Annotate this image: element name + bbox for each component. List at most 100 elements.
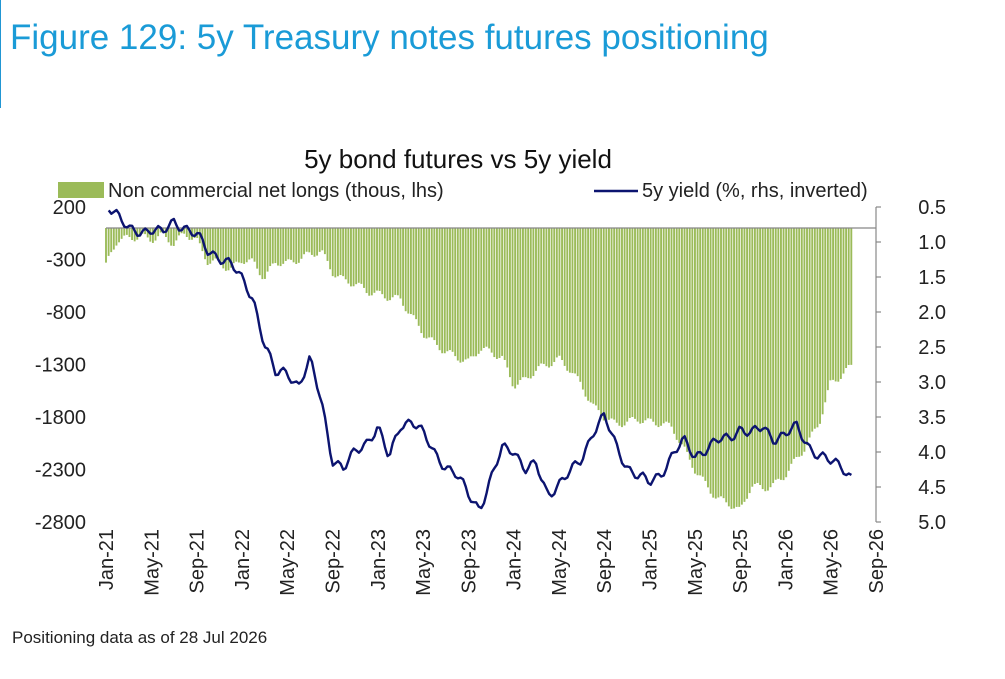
bar-mark xyxy=(709,228,712,494)
bar-mark xyxy=(256,228,259,269)
bar-mark xyxy=(608,228,610,420)
bar-mark xyxy=(514,228,517,389)
bar-mark xyxy=(548,228,550,368)
x-tick-label: May-25 xyxy=(685,529,707,596)
bar-mark xyxy=(769,228,772,488)
bar-mark xyxy=(714,228,717,499)
bar-mark xyxy=(683,228,686,447)
bar-mark xyxy=(553,228,556,362)
x-tick-label: May-26 xyxy=(821,529,843,596)
bar-mark xyxy=(743,228,746,502)
bar-series xyxy=(105,228,853,509)
bar-mark xyxy=(545,228,548,367)
bar-mark xyxy=(430,228,433,338)
right-tick-label: 3.5 xyxy=(918,407,946,429)
bar-mark xyxy=(821,228,824,415)
bar-mark xyxy=(107,228,110,256)
bar-mark xyxy=(396,228,399,296)
bar-mark xyxy=(125,228,128,235)
bar-mark xyxy=(581,228,584,390)
bar-mark xyxy=(428,228,431,338)
bar-mark xyxy=(696,228,699,476)
bar-mark xyxy=(323,228,326,255)
bar-mark xyxy=(751,228,754,487)
bar-mark xyxy=(232,228,235,264)
bar-mark xyxy=(258,228,261,276)
bar-mark xyxy=(691,228,694,468)
bar-mark xyxy=(157,228,160,237)
bar-mark xyxy=(808,228,811,438)
x-tick-label: Jan-24 xyxy=(504,529,526,590)
bar-mark xyxy=(373,228,376,293)
bar-mark xyxy=(759,228,762,485)
bar-mark xyxy=(485,228,488,347)
bar-mark xyxy=(707,228,709,488)
bar-mark xyxy=(842,228,845,374)
bar-mark xyxy=(381,228,384,295)
bar-mark xyxy=(138,228,141,236)
x-tick-label: Sep-22 xyxy=(323,529,345,594)
bar-mark xyxy=(368,228,371,296)
bar-mark xyxy=(342,228,345,277)
footnote: Positioning data as of 28 Jul 2026 xyxy=(12,628,268,647)
left-tick-label: 200 xyxy=(53,197,86,219)
bar-mark xyxy=(248,228,251,260)
right-tick-label: 2.5 xyxy=(918,337,946,359)
legend-label-line: 5y yield (%, rhs, inverted) xyxy=(642,180,868,202)
bar-mark xyxy=(336,228,339,277)
bar-mark xyxy=(634,228,636,419)
bar-mark xyxy=(120,228,123,239)
bar-mark xyxy=(782,228,785,481)
x-tick-label: Sep-26 xyxy=(866,529,888,594)
bar-mark xyxy=(449,228,451,351)
bar-mark xyxy=(438,228,441,351)
bar-mark xyxy=(151,228,154,243)
bar-mark xyxy=(266,228,269,272)
bar-mark xyxy=(837,228,840,382)
bar-mark xyxy=(785,228,788,478)
yield-line xyxy=(107,208,852,510)
bar-mark xyxy=(264,228,266,279)
bar-mark xyxy=(665,228,668,422)
bar-mark xyxy=(112,228,115,250)
bar-mark xyxy=(469,228,472,357)
bar-mark xyxy=(167,228,170,243)
bar-mark xyxy=(746,228,749,499)
axes xyxy=(106,206,881,523)
bar-mark xyxy=(422,228,425,338)
bar-mark xyxy=(535,228,537,371)
bar-mark xyxy=(657,228,660,428)
bar-mark xyxy=(128,228,131,238)
bar-mark xyxy=(378,228,381,291)
bar-mark xyxy=(292,228,295,263)
bar-mark xyxy=(279,228,282,267)
bar-mark xyxy=(670,228,673,427)
bar-mark xyxy=(436,228,438,345)
bar-mark xyxy=(131,228,133,240)
bar-mark xyxy=(425,228,428,339)
bar-mark xyxy=(277,228,279,266)
left-tick-label: -800 xyxy=(46,302,86,324)
bar-mark xyxy=(584,228,587,397)
bar-mark xyxy=(790,228,793,464)
bar-mark xyxy=(204,228,206,260)
bar-mark xyxy=(618,228,621,426)
bar-mark xyxy=(766,228,769,491)
bar-mark xyxy=(561,228,563,361)
bar-mark xyxy=(313,228,316,257)
bar-mark xyxy=(451,228,454,352)
bar-mark xyxy=(404,228,407,312)
bar-mark xyxy=(344,228,347,280)
bar-mark xyxy=(793,228,795,459)
bar-mark xyxy=(274,228,277,264)
bar-mark xyxy=(237,228,240,263)
bar-mark xyxy=(261,228,264,280)
bar-mark xyxy=(816,228,819,428)
bar-mark xyxy=(253,228,256,262)
bar-mark xyxy=(383,228,386,299)
bar-mark xyxy=(146,228,149,238)
bar-mark xyxy=(537,228,540,367)
bar-mark xyxy=(211,228,214,261)
bar-mark xyxy=(722,228,725,499)
